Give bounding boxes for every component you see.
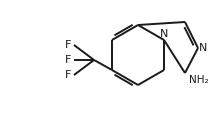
Text: N: N	[199, 43, 207, 53]
Text: N: N	[160, 29, 168, 39]
Text: F: F	[65, 40, 71, 50]
Text: F: F	[65, 55, 71, 65]
Text: NH₂: NH₂	[189, 75, 209, 85]
Text: F: F	[65, 70, 71, 80]
